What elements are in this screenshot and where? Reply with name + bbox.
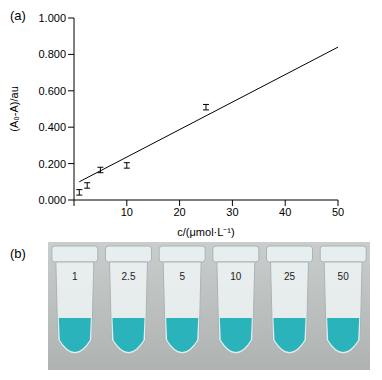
svg-text:10: 10 [230, 271, 242, 282]
svg-text:(b): (b) [10, 246, 26, 261]
svg-text:0.600: 0.600 [38, 85, 66, 97]
svg-text:(A₀-A)/au: (A₀-A)/au [8, 86, 20, 132]
svg-text:1: 1 [72, 271, 78, 282]
svg-text:0.000: 0.000 [38, 194, 66, 206]
svg-text:10: 10 [121, 206, 133, 218]
svg-text:5: 5 [179, 271, 185, 282]
svg-text:50: 50 [338, 271, 350, 282]
svg-text:0.400: 0.400 [38, 121, 66, 133]
svg-text:20: 20 [173, 206, 185, 218]
svg-text:50: 50 [332, 206, 344, 218]
svg-text:0.200: 0.200 [38, 158, 66, 170]
svg-text:1.000: 1.000 [38, 12, 66, 24]
html-text:(a): (a) [10, 8, 26, 23]
svg-text:40: 40 [279, 206, 291, 218]
svg-text:0.800: 0.800 [38, 48, 66, 60]
svg-text:c/(μmol·L⁻¹): c/(μmol·L⁻¹) [177, 226, 234, 238]
svg-text:30: 30 [226, 206, 238, 218]
svg-text:25: 25 [284, 271, 296, 282]
svg-text:2.5: 2.5 [122, 271, 136, 282]
